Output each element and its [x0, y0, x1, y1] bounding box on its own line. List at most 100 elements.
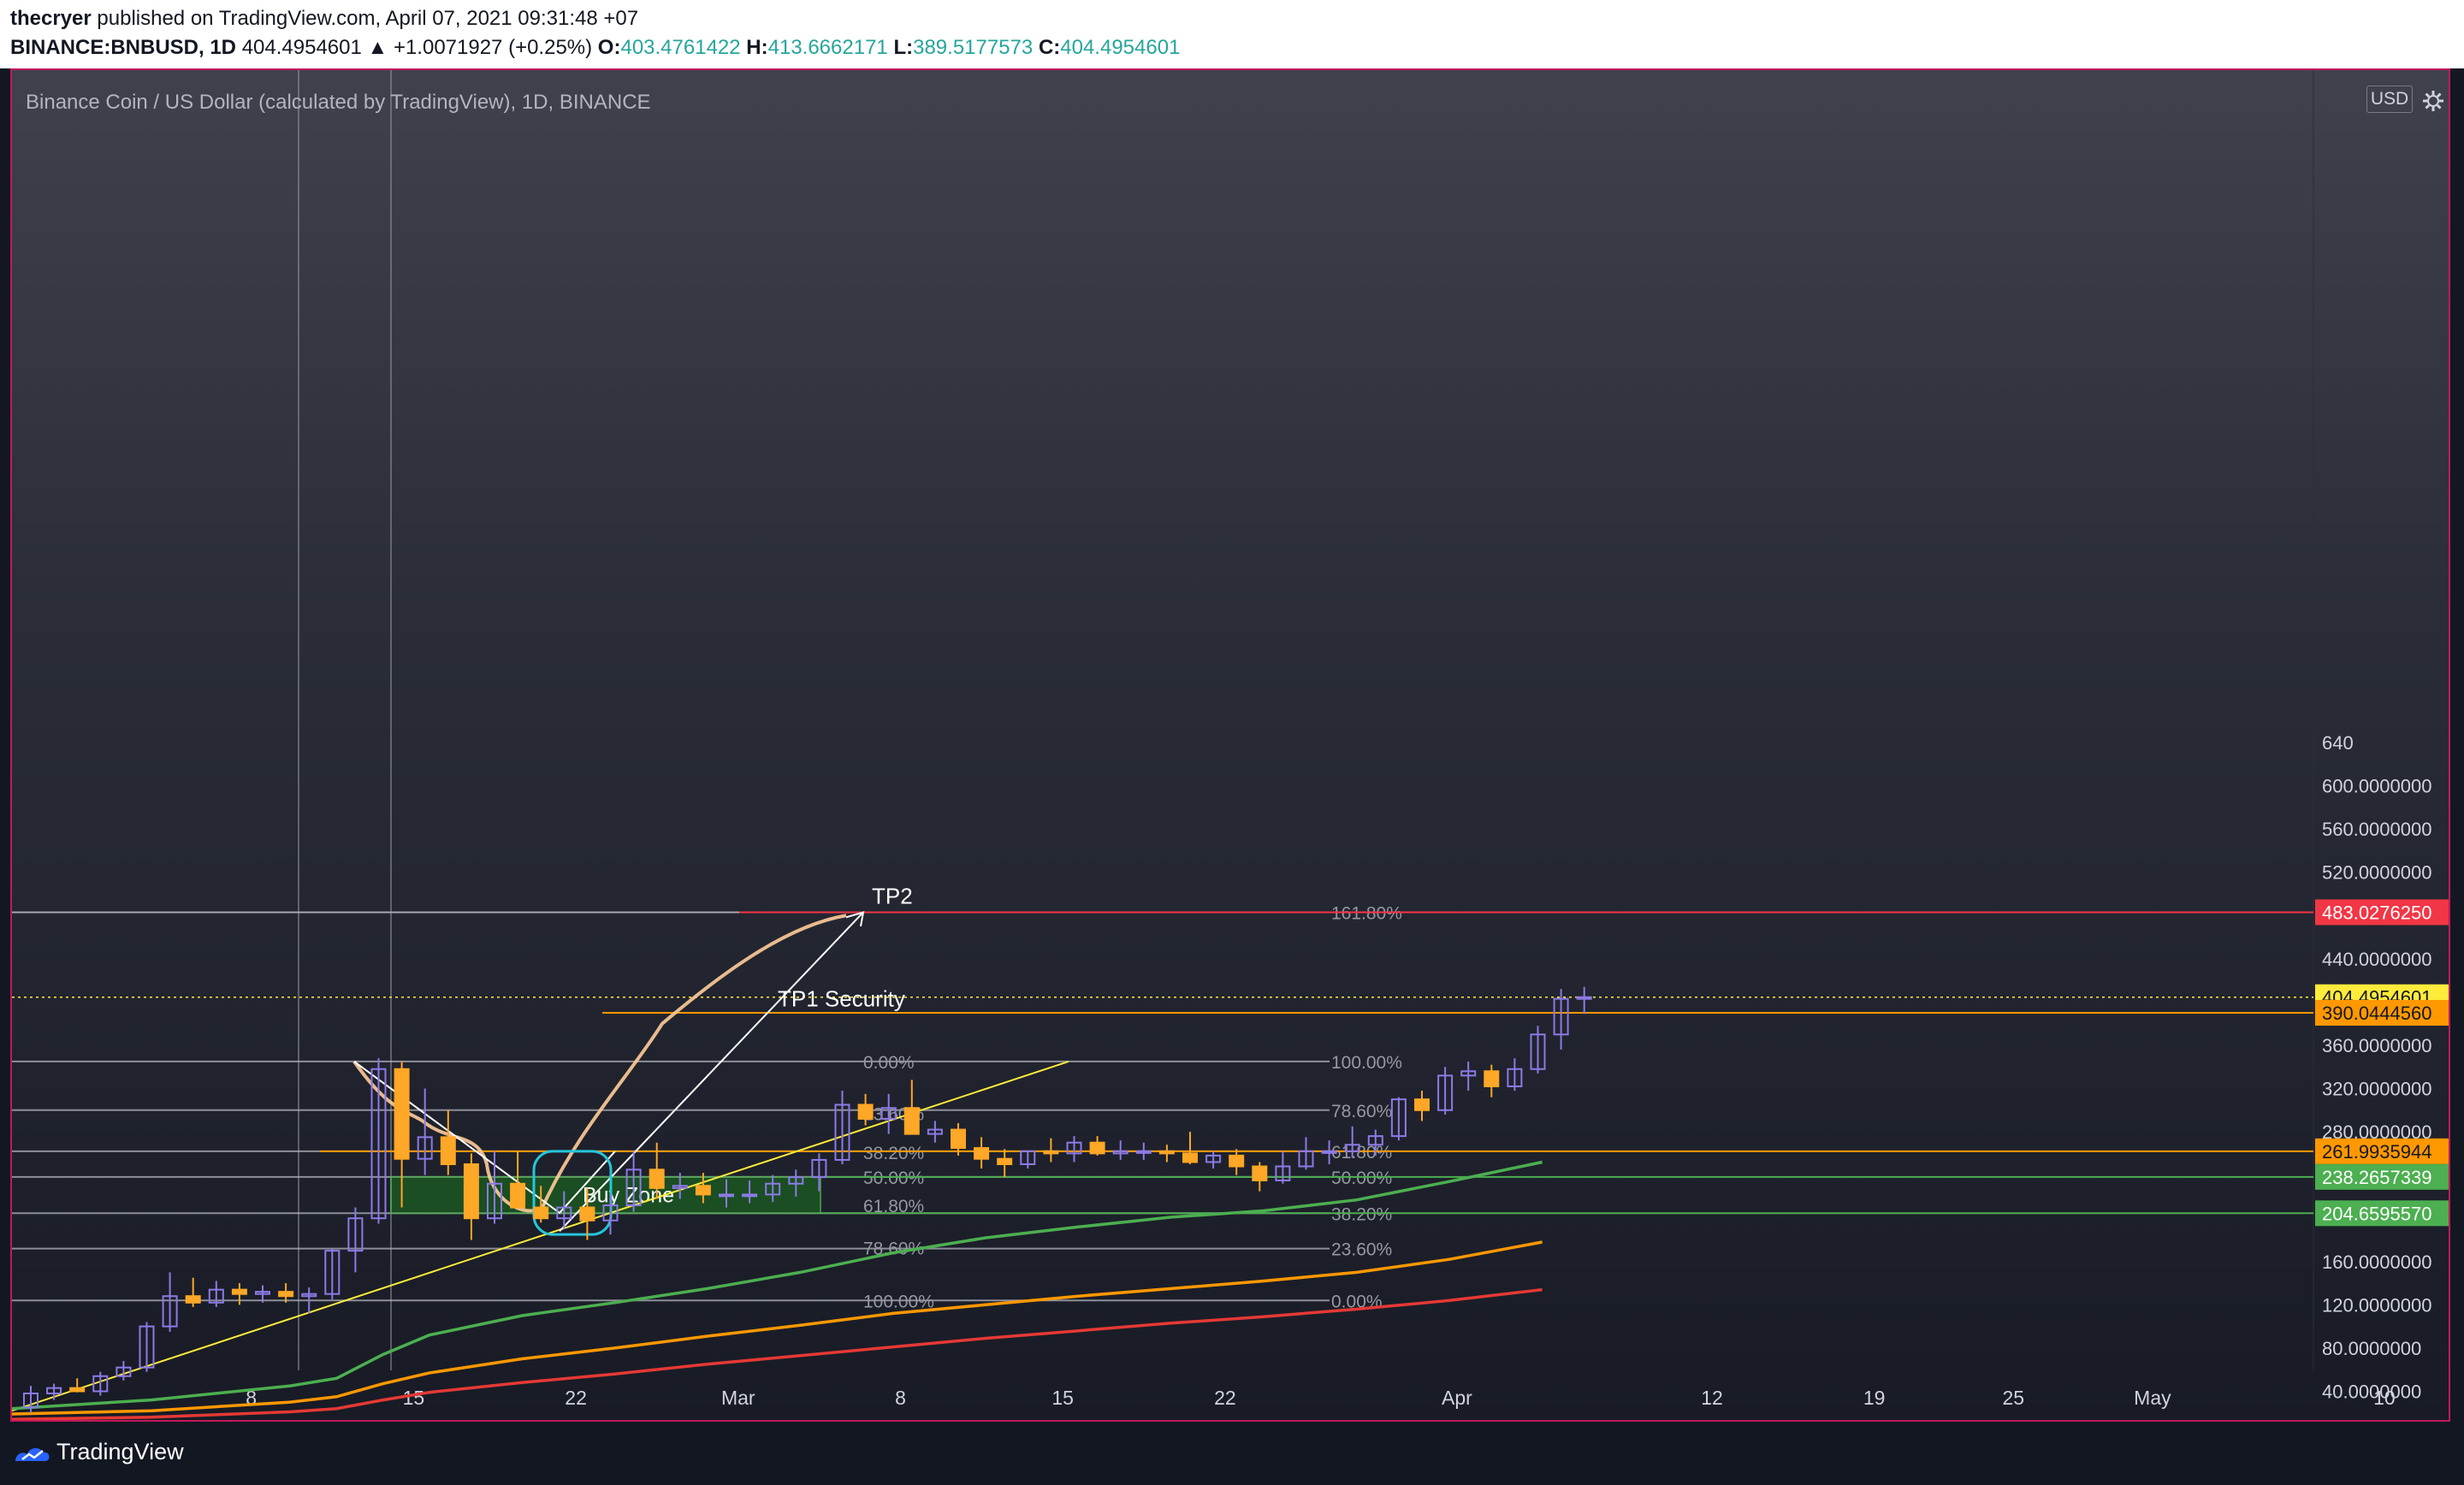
- close-value: 404.4954601: [1060, 36, 1181, 59]
- price-label-text: 390.0444560: [2322, 1003, 2431, 1024]
- candle-bear: [857, 1103, 874, 1120]
- y-tick-label: 160.0000000: [2322, 1251, 2431, 1273]
- candle-bull: [1437, 1074, 1454, 1111]
- chart-canvas[interactable]: 40.0000000 80.0000000 120.0000000 160.00000…: [12, 70, 2450, 1422]
- open-value: 403.4761422: [620, 36, 741, 59]
- candle-bull: [834, 1103, 850, 1161]
- candle-bear: [533, 1206, 549, 1220]
- candle-bull: [1460, 1070, 1477, 1077]
- candle-bull: [208, 1288, 224, 1304]
- candle-bear: [579, 1206, 595, 1222]
- arrow-head-icon: [845, 911, 865, 927]
- candle-bull: [162, 1295, 178, 1328]
- candle-bear: [1089, 1141, 1105, 1155]
- candle-bull: [116, 1366, 132, 1377]
- candle-bull: [347, 1217, 364, 1252]
- price-label-box: [2315, 1200, 2449, 1227]
- fib-level-label: 100.00%: [863, 1292, 934, 1311]
- brand-name[interactable]: TradingView: [56, 1439, 184, 1464]
- candle-bear: [974, 1147, 990, 1160]
- fib-level-label: 50.00%: [863, 1168, 924, 1188]
- high-label: H:: [746, 36, 768, 59]
- fib-level-label: 38.20%: [1331, 1204, 1392, 1224]
- y-tick-label: 520.0000000: [2322, 862, 2431, 884]
- x-tick-label: 15: [1051, 1387, 1074, 1409]
- candle-bear: [185, 1295, 201, 1304]
- chart-area[interactable]: 40.0000000 80.0000000 120.0000000 160.00000…: [10, 68, 2450, 1422]
- candle-bear: [1158, 1150, 1175, 1155]
- candle-bear: [278, 1291, 294, 1298]
- price-label-box: [2315, 899, 2449, 926]
- fib-level-label: 100.00%: [1331, 1053, 1402, 1073]
- tradingview-logo-icon[interactable]: [12, 1441, 53, 1468]
- currency-button[interactable]: USD: [2366, 86, 2413, 113]
- candle-bear: [1229, 1154, 1245, 1168]
- tp2-label: TP2: [872, 883, 913, 908]
- candle-bull: [788, 1176, 804, 1185]
- y-tick-label: 320.0000000: [2322, 1079, 2431, 1100]
- x-tick-label: 15: [403, 1387, 425, 1409]
- candle-bull: [1344, 1144, 1360, 1152]
- candle-bull: [23, 1392, 38, 1409]
- fib-level-label: 50.00%: [1331, 1168, 1392, 1188]
- candle-bear: [903, 1107, 920, 1135]
- candle-bull: [1576, 996, 1592, 1000]
- x-tick-label: 12: [1701, 1387, 1723, 1409]
- candle-bull: [927, 1128, 943, 1135]
- candle-bear: [951, 1128, 966, 1150]
- open-label: O:: [597, 36, 621, 59]
- fib-level-label: 0.00%: [863, 1053, 915, 1073]
- candle-bear: [510, 1182, 526, 1209]
- candle-bull: [1066, 1141, 1082, 1155]
- candle-bear: [1484, 1070, 1500, 1087]
- candle-bull: [255, 1291, 270, 1295]
- candle-bull: [742, 1193, 758, 1198]
- price-change: ▲ +1.0071927 (+0.25%): [367, 36, 593, 59]
- y-tick-label: 360.0000000: [2322, 1035, 2431, 1056]
- candle-bull: [1205, 1154, 1222, 1163]
- candle-bear: [69, 1387, 86, 1393]
- x-tick-label: 19: [1863, 1387, 1886, 1409]
- candle-bull: [301, 1293, 317, 1298]
- trend-line: [12, 1060, 1069, 1412]
- price-label-box: [2315, 999, 2449, 1026]
- y-tick-label: 600.0000000: [2322, 776, 2431, 797]
- candle-bull: [139, 1325, 155, 1369]
- candle-bear: [440, 1136, 456, 1166]
- x-tick-label: 22: [565, 1387, 587, 1409]
- candle-bull: [46, 1387, 62, 1394]
- y-tick-label: 80.0000000: [2322, 1338, 2421, 1359]
- candle-bear: [231, 1288, 247, 1295]
- candle-bear: [394, 1068, 410, 1160]
- author-name[interactable]: thecryer: [10, 7, 92, 30]
- price-label-box: [2315, 1138, 2449, 1164]
- tp1-label: TP1 Security: [778, 985, 905, 1011]
- candle-bull: [1507, 1068, 1523, 1087]
- published-text: published on TradingView.com, April 07, …: [97, 7, 639, 30]
- ema-line-green: [12, 1160, 1543, 1411]
- fib-level-label: 23.60%: [1331, 1240, 1392, 1260]
- price-label-box: [2315, 1163, 2449, 1190]
- x-tick-label: 22: [1214, 1387, 1236, 1409]
- symbol-info: BINANCE:BNBUSD, 1D 404.4954601 ▲ +1.0071…: [10, 36, 1180, 60]
- x-tick-label: May: [2134, 1387, 2171, 1409]
- footer: TradingView: [0, 1422, 2464, 1485]
- fib-level-label: 161.80%: [1331, 903, 1402, 923]
- gear-icon[interactable]: [2421, 89, 2445, 113]
- high-value: 413.6662171: [767, 36, 888, 59]
- candle-bear: [1182, 1152, 1198, 1163]
- fib-level-label: 61.80%: [1331, 1143, 1392, 1163]
- candle-bull: [1321, 1150, 1337, 1154]
- candle-bull: [1367, 1135, 1383, 1146]
- publish-info: thecryer published on TradingView.com, A…: [10, 7, 638, 31]
- last-price: 404.4954601: [241, 36, 362, 59]
- low-value: 389.5177573: [913, 36, 1034, 59]
- close-label: C:: [1038, 36, 1061, 59]
- candle-bear: [1043, 1150, 1059, 1155]
- publication-header: thecryer published on TradingView.com, A…: [0, 0, 2464, 68]
- candle-bull: [92, 1375, 109, 1393]
- candle-bull: [1275, 1165, 1291, 1181]
- fib-level-label: 78.60%: [1331, 1102, 1392, 1121]
- candle-bear: [1414, 1098, 1430, 1111]
- x-tick-label: 10: [2373, 1387, 2396, 1409]
